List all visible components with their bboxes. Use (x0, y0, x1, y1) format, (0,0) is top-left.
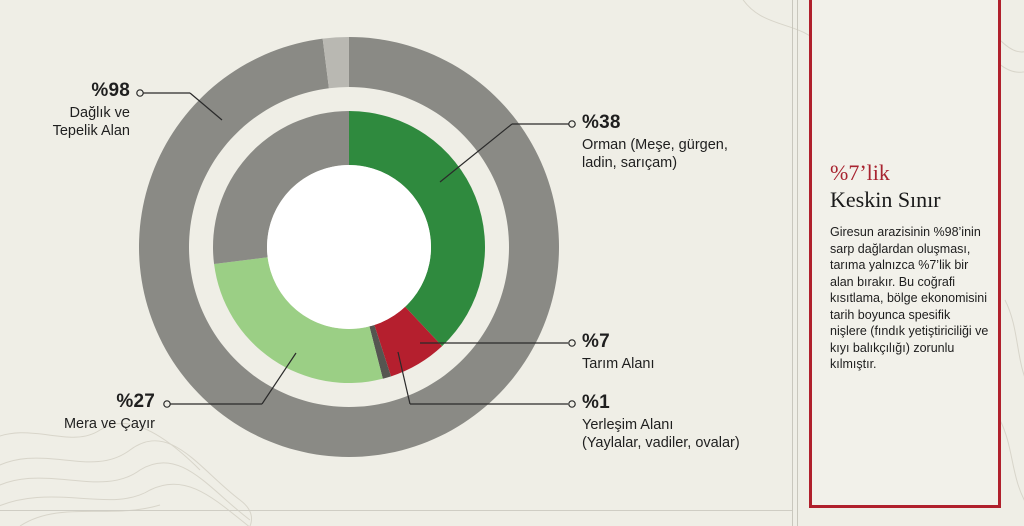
leader-dot-forest (568, 120, 576, 128)
label-mountain-line1: Dağlık ve (69, 105, 130, 121)
label-forest-pct: %38 (582, 112, 621, 133)
label-settle-pct: %1 (582, 392, 610, 413)
donut-hole (267, 165, 431, 329)
outer-ring (139, 37, 560, 458)
label-forest-line2: ladin, sarıçam) (582, 155, 678, 171)
divider-line (792, 0, 793, 526)
outer-slice-1 (322, 37, 349, 89)
label-forest: %38 Orman (Meşe, gürgen, ladin, sarıçam) (582, 112, 782, 172)
label-meadow: %27 Mera ve Çayır (30, 391, 155, 433)
inner-slice-1 (374, 306, 443, 377)
label-forest-line1: Orman (Meşe, gürgen, (582, 137, 728, 153)
label-agri: %7 Tarım Alanı (582, 331, 782, 373)
label-mountain-desc: Dağlık ve Tepelik Alan (30, 104, 130, 140)
leader-dot-mountain (136, 89, 144, 97)
label-forest-desc: Orman (Meşe, gürgen, ladin, sarıçam) (582, 136, 782, 172)
donut-chart (136, 37, 576, 458)
leader-dot-agri (568, 339, 576, 347)
info-panel: %7’lik Keskin Sınır Giresun arazisinin %… (809, 0, 1001, 508)
label-meadow-desc: Mera ve Çayır (63, 416, 155, 432)
label-mountain-line2: Tepelik Alan (52, 123, 130, 139)
leader-dot-settle (568, 400, 576, 408)
label-mountain-pct: %98 (91, 80, 130, 101)
label-meadow-pct: %27 (116, 391, 155, 412)
label-agri-desc: Tarım Alanı (582, 356, 655, 372)
divider-line-secondary (797, 0, 798, 526)
leader-line-forest (439, 123, 513, 183)
leader-line-settle (397, 351, 411, 405)
label-settle: %1 Yerleşim Alanı (Yaylalar, vadiler, ov… (582, 392, 787, 452)
label-agri-pct: %7 (582, 331, 610, 352)
label-settle-line2: (Yaylalar, vadiler, ovalar) (582, 435, 740, 451)
chart-baseline (0, 510, 792, 511)
leader-line-meadow (261, 352, 297, 405)
inner-slice-2 (369, 324, 392, 379)
label-settle-line1: Yerleşim Alanı (582, 417, 674, 433)
label-mountain: %98 Dağlık ve Tepelik Alan (30, 80, 130, 140)
panel-subtitle: Keskin Sınır (830, 187, 941, 212)
label-settle-desc: Yerleşim Alanı (Yaylalar, vadiler, ovala… (582, 416, 787, 452)
leader-lines (136, 89, 576, 408)
leader-dot-meadow (163, 400, 171, 408)
panel-body: Giresun arazisinin %98’inin sarp dağlard… (830, 225, 989, 371)
inner-slice-4 (212, 111, 349, 265)
inner-ring (207, 105, 491, 389)
inner-slice-3 (214, 257, 383, 383)
leader-line-mountain-diag (189, 92, 223, 121)
panel-title: %7’lik (830, 160, 890, 185)
inner-slice-0 (349, 111, 485, 347)
